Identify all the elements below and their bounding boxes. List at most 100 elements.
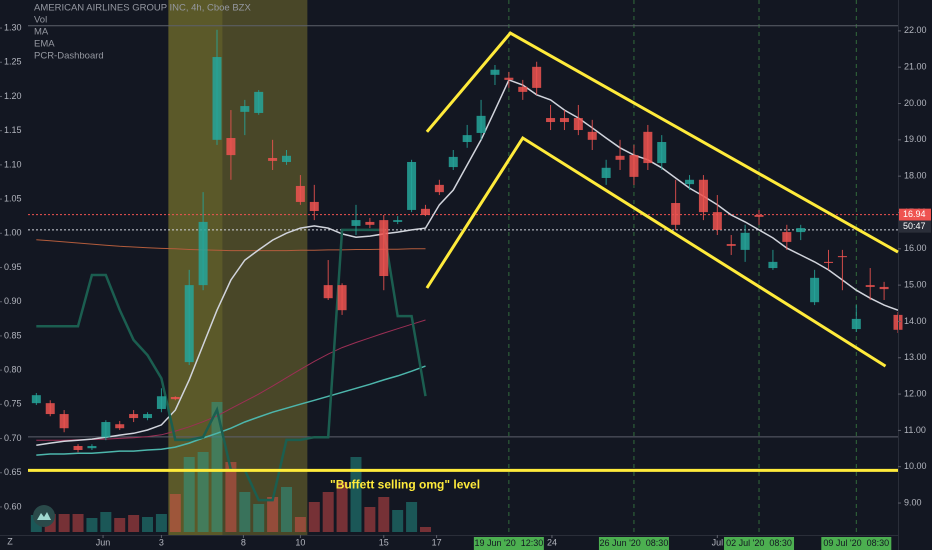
candle-body xyxy=(573,118,583,131)
date-marker-label: 26 Jun '20 08:30 xyxy=(600,538,669,548)
y-tick-label: 11.00 xyxy=(904,425,926,435)
candle-body xyxy=(879,286,889,290)
candle-body xyxy=(559,118,569,123)
volume-bar xyxy=(183,457,195,532)
x-tick-label: 8 xyxy=(241,537,246,547)
candle-body xyxy=(698,179,708,213)
candle-body xyxy=(865,285,875,287)
legend-entry: Vol xyxy=(34,15,47,26)
y2-tick-label: 1.15 xyxy=(4,125,22,135)
candle-body xyxy=(837,256,847,258)
indicator-line xyxy=(36,365,426,456)
y-tick-label: 10.00 xyxy=(904,461,927,471)
candle-body xyxy=(782,232,792,242)
candle-body xyxy=(393,220,403,222)
date-marker-box xyxy=(821,537,892,550)
y-tick-label: 15.00 xyxy=(904,279,927,289)
countdown: 50:47 xyxy=(903,221,926,231)
volume-bar xyxy=(225,462,237,532)
candle-body xyxy=(824,261,834,263)
candle-body xyxy=(379,220,389,277)
volume-bar xyxy=(169,494,181,532)
candle-body xyxy=(601,167,611,178)
volume-bar xyxy=(86,518,98,532)
candle-body xyxy=(73,446,83,451)
volume-bar xyxy=(322,492,334,532)
indicator-line xyxy=(36,239,426,252)
y2-tick-label: 1.30 xyxy=(4,22,22,32)
candle-body xyxy=(59,414,69,429)
countdown-box xyxy=(899,220,931,233)
candle-body xyxy=(685,179,695,185)
x-tick-label: 10 xyxy=(295,537,305,547)
trend-channel xyxy=(425,31,899,254)
x-tick-label: Jul xyxy=(712,537,724,547)
legend-entry: PCR-Dashboard xyxy=(34,51,104,62)
y-tick-label: 16.00 xyxy=(904,243,927,253)
y2-tick-label: 1.00 xyxy=(4,228,22,238)
date-marker-box xyxy=(473,537,544,550)
volume-bar xyxy=(114,518,126,532)
candle-body xyxy=(45,403,55,415)
y-tick-label: 14.00 xyxy=(904,316,927,326)
candle-body xyxy=(754,215,764,217)
x-tick-label: Jun xyxy=(96,537,111,547)
volume-bar xyxy=(155,514,167,532)
candle-body xyxy=(365,221,375,225)
indicator-line xyxy=(36,78,899,447)
candle-body xyxy=(337,285,347,311)
candle-body xyxy=(657,142,667,164)
candle-body xyxy=(587,131,597,140)
date-marker-label: 19 Jun '20 12:30 xyxy=(474,538,543,548)
date-marker-label: 09 Jul '20 08:30 xyxy=(823,538,889,548)
candle-body xyxy=(143,414,153,419)
indicator-line xyxy=(36,319,426,441)
candle-body xyxy=(546,118,556,123)
volume-bar xyxy=(239,492,251,532)
candle-body xyxy=(420,208,430,216)
candle-body xyxy=(504,77,514,80)
x-tick-label: 17 xyxy=(432,537,442,547)
candle-body xyxy=(212,57,222,140)
volume-bar xyxy=(280,487,292,532)
price-label: 16.94 xyxy=(903,209,926,219)
highlight-zone xyxy=(222,0,308,535)
candle-body xyxy=(740,232,750,250)
candle-body xyxy=(87,446,97,449)
trend-channel xyxy=(425,135,887,368)
y2-tick-label: 0.85 xyxy=(4,330,22,340)
y-tick-label: 12.00 xyxy=(904,388,927,398)
y2-tick-label: 0.80 xyxy=(4,364,22,374)
volume-bar xyxy=(211,402,223,532)
volume-bar xyxy=(100,512,112,532)
volume-bar xyxy=(72,514,84,532)
volume-bar xyxy=(197,452,209,532)
candle-body xyxy=(615,155,625,160)
scale-button[interactable]: Z xyxy=(7,536,13,546)
candle-body xyxy=(643,131,653,164)
candle-body xyxy=(101,422,111,438)
candle-body xyxy=(309,201,319,212)
volume-bar xyxy=(267,497,279,532)
candle-body xyxy=(851,318,861,330)
x-tick-label: 3 xyxy=(159,537,164,547)
y-tick-label: 18.00 xyxy=(904,171,927,181)
candle-body xyxy=(226,138,236,156)
volume-bar xyxy=(253,504,265,532)
candle-body xyxy=(712,212,722,230)
candle-body xyxy=(156,396,166,409)
y-tick-label: 19.00 xyxy=(904,134,927,144)
candle-body xyxy=(629,155,639,177)
candle-body xyxy=(198,221,208,286)
candle-body xyxy=(810,277,820,303)
level-label: "Buffett selling omg" level xyxy=(330,478,480,492)
y-tick-label: 21.00 xyxy=(904,62,927,72)
y2-tick-label: 0.70 xyxy=(4,433,22,443)
volume-bar xyxy=(419,527,431,532)
date-marker-box xyxy=(724,537,795,550)
candle-body xyxy=(295,185,305,202)
candle-body xyxy=(768,261,778,269)
